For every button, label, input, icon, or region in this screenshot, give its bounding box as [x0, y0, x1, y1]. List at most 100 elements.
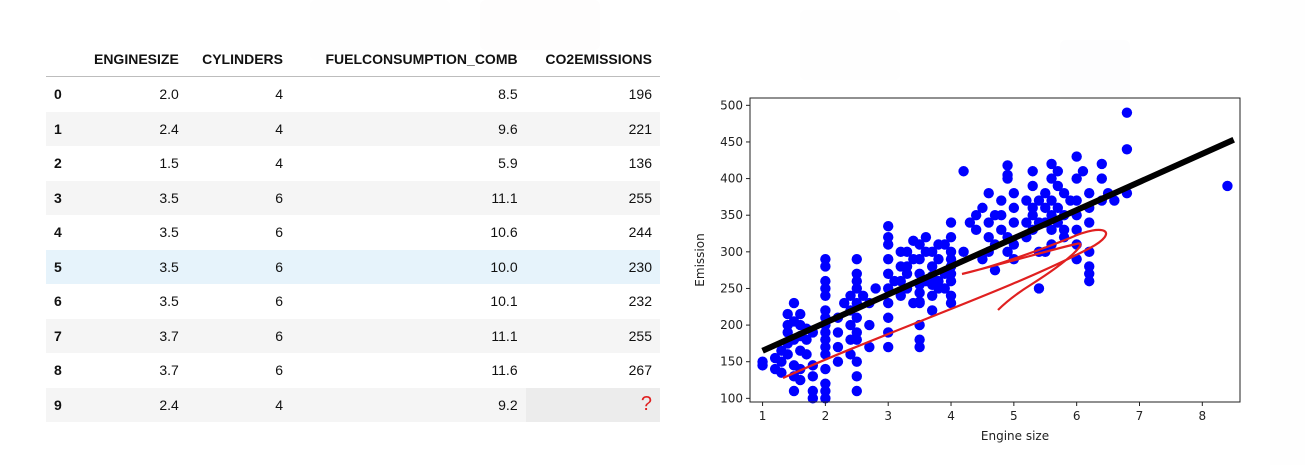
cell-cylinders: 6: [275, 362, 283, 379]
cell-enginesize: 3.5: [78, 249, 187, 284]
data-point: [996, 210, 1007, 221]
x-tick-label: 3: [884, 409, 892, 423]
table-row: 2 1.5 4 5.9 136: [46, 146, 660, 181]
data-point: [1071, 195, 1082, 206]
data-point: [883, 312, 894, 323]
data-point: [864, 341, 875, 353]
cell-enginesize: 3.5: [78, 180, 187, 215]
data-point: [1040, 202, 1051, 214]
dataframe-table: ENGINESIZE CYLINDERS FUELCONSUMPTION_COM…: [46, 42, 660, 422]
data-point: [933, 253, 944, 265]
cell-co2emissions: 255: [525, 180, 660, 215]
cell-cylinders: 4: [186, 387, 291, 422]
data-point: [1096, 173, 1107, 184]
data-point: [832, 356, 844, 367]
data-point: [883, 268, 894, 280]
data-point: [983, 217, 994, 228]
data-point: [1046, 173, 1057, 184]
data-point: [782, 319, 793, 331]
data-point: [820, 261, 831, 272]
data-point: [851, 268, 862, 280]
table-row: 9 2.4 4 9.2?: [46, 387, 660, 422]
data-point: [795, 308, 806, 320]
data-point: [1027, 210, 1038, 221]
y-axis-label: Emission: [693, 233, 707, 286]
data-point: [970, 224, 982, 236]
column-header-cylinders: CYLINDERS: [186, 42, 291, 77]
data-point: [996, 195, 1007, 206]
data-point: [845, 349, 856, 360]
data-point: [1033, 195, 1045, 206]
data-point: [820, 349, 831, 360]
data-point: [926, 305, 938, 316]
row-index: 1: [46, 111, 78, 146]
data-point: [908, 235, 919, 247]
data-point: [945, 253, 957, 265]
y-tick-label: 350: [720, 208, 743, 222]
data-point: [958, 246, 969, 258]
data-point: [851, 356, 862, 367]
data-point: [945, 275, 957, 287]
cell-fuelconsumption-comb: 11.1: [291, 318, 526, 353]
data-point: [851, 371, 862, 382]
data-point: [851, 253, 862, 265]
data-point: [933, 283, 944, 294]
data-point: [1002, 246, 1013, 258]
cell-enginesize: 1.5: [159, 155, 179, 172]
table-row: 7 3.7 6 11.1 255: [46, 318, 660, 353]
data-point: [832, 327, 844, 338]
data-point: [807, 393, 819, 404]
x-tick-label: 1: [759, 409, 767, 423]
data-point: [964, 217, 976, 228]
data-point: [845, 290, 856, 301]
data-point: [970, 210, 982, 221]
data-point: [1052, 202, 1064, 214]
column-header-co2emissions: CO2EMISSIONS: [525, 42, 660, 77]
cell-cylinders: 6: [275, 293, 283, 310]
data-point: [776, 356, 787, 367]
data-point: [883, 297, 894, 309]
data-point: [895, 246, 906, 258]
data-point: [820, 334, 831, 345]
row-index: 9: [46, 387, 78, 422]
data-point: [1071, 224, 1082, 236]
row-index: 0: [54, 86, 62, 103]
data-point: [820, 393, 831, 404]
data-point: [901, 261, 913, 272]
data-point: [1084, 275, 1095, 287]
data-point: [851, 385, 862, 397]
table-row: 3 3.5 6 11.1 255: [46, 180, 660, 215]
data-point: [1121, 107, 1133, 118]
regression-line: [761, 137, 1235, 354]
data-point: [1002, 160, 1013, 171]
table-row: 8 3.7 6 11.6 267: [46, 353, 660, 388]
data-point: [914, 287, 925, 299]
data-point: [857, 290, 869, 301]
data-point: [914, 296, 925, 307]
data-point: [851, 275, 862, 287]
data-point: [920, 231, 932, 243]
data-point: [782, 308, 793, 320]
data-point: [983, 188, 994, 199]
table-row: 6 3.5 6 10.1 232: [46, 284, 660, 319]
data-point: [1027, 202, 1038, 214]
data-point: [883, 253, 894, 265]
data-point: [1077, 166, 1089, 177]
cell-fuelconsumption-comb: 9.6: [291, 111, 526, 146]
cell-co2emissions: 244: [628, 224, 652, 241]
data-point: [776, 345, 787, 356]
data-point: [1052, 166, 1064, 177]
row-index: 6: [54, 293, 62, 310]
x-axis-label: Engine size: [981, 429, 1049, 443]
y-tick-label: 100: [720, 391, 743, 405]
cell-cylinders: 6: [186, 318, 291, 353]
plot-area: [757, 107, 1235, 404]
data-point: [807, 371, 819, 382]
data-point: [939, 239, 950, 250]
data-point: [851, 283, 862, 294]
y-tick-label: 200: [720, 318, 743, 332]
data-point: [864, 319, 875, 331]
y-tick-label: 500: [720, 98, 743, 112]
x-tick-label: 8: [1198, 409, 1206, 423]
data-point: [1021, 217, 1032, 228]
